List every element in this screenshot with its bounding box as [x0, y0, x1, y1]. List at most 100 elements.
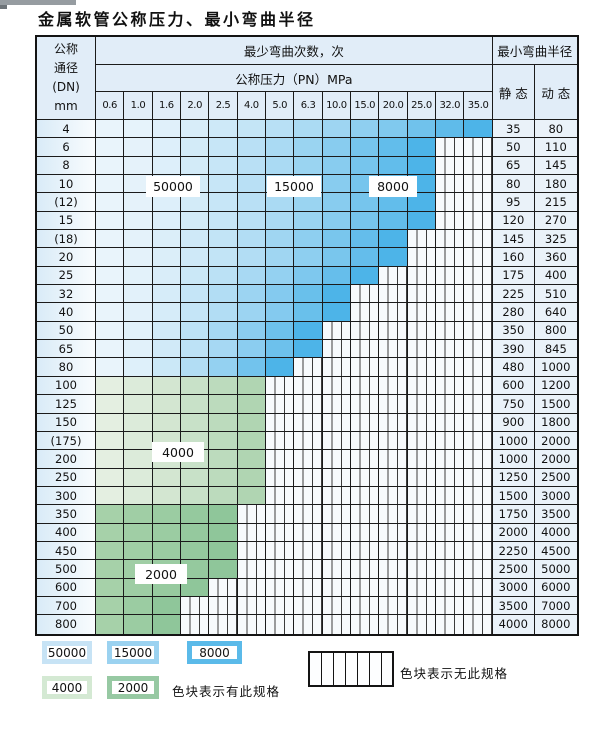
spec-cell-colored	[96, 578, 125, 597]
spec-cell-colored	[96, 505, 125, 524]
spec-cell-nospec	[209, 578, 238, 597]
spec-cell-nospec	[294, 560, 323, 579]
pressure-col-5.0: 5.0	[266, 92, 295, 120]
spec-cell-nospec	[351, 303, 380, 322]
spec-cell-nospec	[237, 523, 267, 542]
pressure-col-25.0: 25.0	[407, 92, 437, 120]
spec-cell-colored	[294, 285, 323, 304]
spec-cell-colored	[294, 120, 323, 139]
spec-cell-colored	[266, 138, 295, 157]
spec-cell-colored	[124, 285, 153, 304]
pressure-col-35.0: 35.0	[464, 92, 493, 120]
spec-cell-colored	[152, 230, 182, 249]
spec-cell-nospec	[322, 578, 352, 597]
spec-cell-colored	[152, 505, 182, 524]
spec-cell-colored	[266, 358, 295, 377]
spec-cell-nospec	[322, 560, 352, 579]
legend-item-50000: 50000	[42, 641, 92, 664]
spec-cell-colored	[96, 156, 125, 176]
dn-cell: 10	[37, 175, 96, 194]
spec-cell-colored	[152, 358, 182, 377]
dynamic-value-cell: 7000	[534, 596, 577, 616]
spec-cell-nospec	[407, 541, 437, 561]
spec-cell-colored	[351, 211, 380, 231]
spec-cell-nospec	[266, 376, 295, 396]
spec-cell-nospec	[266, 578, 295, 597]
spec-cell-nospec	[407, 230, 437, 249]
spec-cell-colored	[152, 395, 182, 414]
cycles-label-2000: 2000	[135, 564, 187, 584]
spec-cell-colored	[209, 211, 238, 231]
spec-cell-nospec	[266, 505, 295, 524]
spec-cell-colored	[237, 175, 267, 194]
spec-cell-colored	[379, 193, 408, 212]
spec-cell-nospec	[322, 468, 352, 487]
spec-cell-nospec	[294, 578, 323, 597]
spec-cell-colored	[209, 248, 238, 267]
spec-cell-colored	[209, 138, 238, 157]
spec-cell-nospec	[322, 340, 352, 359]
spec-cell-nospec	[322, 431, 352, 451]
spec-cell-nospec	[322, 413, 352, 432]
static-value-cell: 175	[492, 266, 535, 286]
spec-cell-nospec	[407, 468, 437, 487]
spec-cell-colored	[152, 541, 182, 561]
spec-cell-nospec	[351, 523, 380, 542]
spec-cell-colored	[96, 120, 125, 139]
spec-cell-nospec	[407, 523, 437, 542]
spec-cell-nospec	[351, 450, 380, 469]
spec-cell-colored	[351, 120, 380, 139]
spec-cell-nospec	[407, 395, 437, 414]
spec-cell-nospec	[237, 615, 267, 634]
spec-cell-colored	[124, 615, 153, 634]
spec-cell-nospec	[351, 505, 380, 524]
spec-cell-colored	[436, 120, 465, 139]
dn-cell: 250	[37, 468, 96, 487]
spec-cell-colored	[152, 156, 182, 176]
spec-cell-nospec	[436, 321, 465, 341]
spec-cell-nospec	[322, 596, 352, 616]
spec-cell-colored	[237, 450, 267, 469]
pressure-col-20.0: 20.0	[379, 92, 408, 120]
spec-cell-colored	[181, 230, 210, 249]
spec-cell-nospec	[294, 523, 323, 542]
spec-cell-nospec	[407, 560, 437, 579]
spec-cell-colored	[237, 358, 267, 377]
spec-cell-colored	[351, 266, 380, 286]
spec-cell-nospec	[266, 541, 295, 561]
spec-cell-nospec	[407, 358, 437, 377]
spec-cell-nospec	[322, 395, 352, 414]
static-header: 静 态	[492, 65, 535, 120]
spec-cell-colored	[124, 321, 153, 341]
legend-item-4000: 4000	[42, 676, 92, 699]
spec-cell-nospec	[464, 468, 493, 487]
spec-cell-colored	[96, 321, 125, 341]
spec-cell-colored	[351, 248, 380, 267]
spec-cell-nospec	[294, 376, 323, 396]
dn-header-line-0: 公称	[53, 42, 78, 56]
static-value-cell: 1000	[492, 450, 535, 469]
spec-cell-nospec	[407, 321, 437, 341]
spec-cell-colored	[294, 266, 323, 286]
dn-cell: 500	[37, 560, 96, 579]
dn-cell: 200	[37, 450, 96, 469]
pressure-col-2.5: 2.5	[209, 92, 238, 120]
spec-cell-colored	[209, 523, 238, 542]
spec-cell-nospec	[266, 468, 295, 487]
static-value-cell: 3000	[492, 578, 535, 597]
spec-cell-colored	[181, 560, 210, 579]
spec-cell-colored	[209, 395, 238, 414]
spec-cell-colored	[124, 340, 153, 359]
spec-cell-nospec	[464, 285, 493, 304]
spec-cell-nospec	[322, 523, 352, 542]
spec-cell-colored	[152, 376, 182, 396]
spec-cell-nospec	[407, 340, 437, 359]
spec-cell-colored	[152, 596, 182, 616]
spec-cell-nospec	[322, 505, 352, 524]
spec-cell-colored	[237, 431, 267, 451]
spec-cell-nospec	[436, 285, 465, 304]
spec-cell-colored	[96, 211, 125, 231]
spec-cell-colored	[266, 266, 295, 286]
spec-cell-nospec	[209, 596, 238, 616]
spec-cell-colored	[96, 468, 125, 487]
